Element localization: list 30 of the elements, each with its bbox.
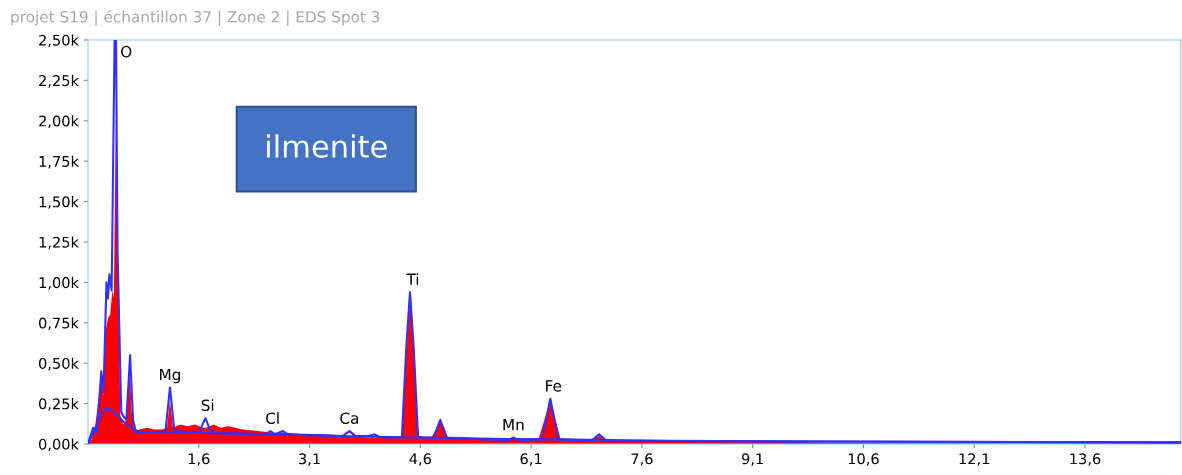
chart-title: projet S19 | échantillon 37 | Zone 2 | EDS Spot 3 <box>11 10 380 26</box>
annotation: Si <box>201 399 214 412</box>
annotation: Ti <box>406 273 419 285</box>
annotation: Mn <box>503 419 524 431</box>
x-tick-label: 1,6 <box>188 453 210 466</box>
y-tick-label: 2,00k <box>39 115 79 129</box>
x-tick-label: 3,1 <box>299 453 320 466</box>
annotation: Ca <box>340 412 359 424</box>
y-tick-label: 1,25k <box>39 236 79 250</box>
y-tick-label: 0,00k <box>39 438 79 452</box>
x-tick-label: 13,6 <box>1070 453 1101 466</box>
y-tick-label: 2,25k <box>39 74 79 88</box>
y-tick-label: 0,25k <box>39 398 79 411</box>
x-tick-label: 9,1 <box>741 453 763 466</box>
x-tick-label: 7,6 <box>631 453 653 466</box>
annotation: Fe <box>546 380 562 392</box>
y-tick-label: 0,50k <box>39 357 79 371</box>
x-tick-label: 12,1 <box>959 453 990 466</box>
y-tick-label: 1,00k <box>39 276 79 290</box>
y-tick-label: 1,75k <box>39 155 79 169</box>
x-tick-label: 6,1 <box>520 453 542 466</box>
y-tick-label: 1,50k <box>39 196 79 209</box>
x-tick-label: 4,6 <box>409 453 432 466</box>
annotation: Cl <box>266 412 279 424</box>
y-tick-label: 2,50k <box>39 34 79 48</box>
y-tick-label: 0,75k <box>39 317 79 331</box>
annotation: Mg <box>160 368 181 384</box>
annotation: O <box>121 45 132 58</box>
annotation: ilmenite <box>267 134 387 158</box>
x-tick-label: 10,6 <box>848 453 879 466</box>
